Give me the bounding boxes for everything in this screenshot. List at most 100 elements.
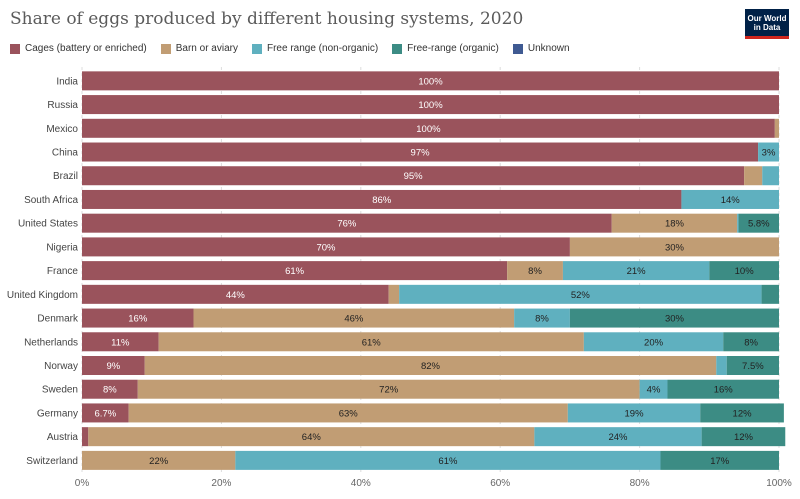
bar-segment (82, 189, 682, 209)
category-label: Sweden (42, 385, 78, 396)
legend-swatch-cages (10, 43, 20, 54)
bar-segment (761, 284, 779, 304)
legend-label-free-range: Free range (non-organic) (266, 43, 379, 54)
bar-segment (388, 284, 400, 304)
bar-segment (235, 450, 661, 470)
data-label: 100% (418, 100, 443, 111)
bar-segment (567, 403, 701, 423)
data-label: 64% (302, 432, 322, 443)
bar-segment (82, 308, 194, 328)
logo-line-2: in Data (753, 22, 781, 32)
data-label: 16% (714, 385, 734, 396)
bar-segment (514, 308, 570, 328)
data-label: 11% (111, 337, 130, 348)
legend-item-cages[interactable]: Cages (battery or enriched) (10, 43, 147, 54)
data-label: 5.8% (748, 219, 770, 230)
category-label: China (52, 148, 79, 159)
legend-swatch-barn (160, 43, 171, 54)
x-tick-label: 80% (630, 478, 650, 489)
data-label: 22% (149, 456, 169, 467)
data-label: 95% (404, 171, 424, 182)
category-label: Denmark (37, 314, 79, 325)
legend-item-organic[interactable]: Free-range (organic) (392, 43, 499, 54)
data-label: 18% (665, 219, 685, 230)
bar-segment (82, 71, 779, 91)
data-label: 72% (379, 385, 399, 396)
data-label: 3% (762, 148, 776, 159)
bar-segment (639, 379, 668, 399)
legend-swatch-unknown (512, 43, 523, 54)
data-label: 61% (285, 266, 305, 277)
legend-item-unknown[interactable]: Unknown (512, 43, 570, 54)
legend-label-cages: Cages (battery or enriched) (25, 43, 147, 54)
x-tick-label: 60% (490, 478, 510, 489)
bar-segment (82, 379, 138, 399)
category-label: Nigeria (46, 242, 78, 253)
data-label: 100% (418, 76, 443, 87)
bar-segment (667, 379, 779, 399)
bar-segment (507, 261, 563, 281)
bar-segment (738, 213, 779, 233)
bar-segment (137, 379, 640, 399)
bar-segment (82, 427, 89, 447)
category-label: Russia (47, 100, 78, 111)
legend-label-barn: Barn or aviary (175, 43, 238, 54)
data-label: 7.5% (742, 361, 764, 372)
data-label: 30% (665, 242, 685, 253)
logo-line-1: Our World (747, 13, 787, 23)
x-tick-label: 100% (766, 478, 792, 489)
category-label: India (56, 76, 78, 87)
x-tick-label: 0% (75, 478, 90, 489)
category-label: South Africa (24, 195, 78, 206)
owid-logo[interactable]: Our World in Data (745, 9, 789, 39)
bar-segment (709, 261, 779, 281)
bar-segment (716, 356, 727, 375)
chart-title: Share of eggs produced by different hous… (10, 9, 524, 29)
bar-segment (774, 118, 779, 138)
bar-segment (82, 261, 508, 281)
data-label: 17% (710, 456, 730, 467)
bar-segment (88, 427, 535, 447)
bar-segment (701, 427, 786, 447)
legend-item-barn[interactable]: Barn or aviary (160, 43, 238, 54)
bar-segment (744, 166, 763, 186)
data-label: 97% (411, 148, 431, 159)
category-label: Brazil (53, 171, 78, 182)
bar-segment (82, 284, 389, 304)
legend-item-free-range[interactable]: Free range (non-organic) (251, 43, 379, 54)
data-label: 6.7% (95, 408, 117, 419)
bar-segment (82, 142, 759, 162)
bar-segment (569, 308, 779, 328)
data-label: 61% (362, 337, 382, 348)
data-label: 12% (734, 432, 754, 443)
data-label: 52% (571, 290, 591, 301)
category-label: United States (18, 219, 78, 230)
data-label: 14% (721, 195, 741, 206)
data-label: 61% (438, 456, 458, 467)
data-label: 82% (421, 361, 441, 372)
data-label: 16% (128, 314, 148, 325)
bar-segment (128, 403, 568, 423)
category-label: Norway (44, 361, 78, 372)
category-label: Germany (37, 408, 78, 419)
data-label: 8% (744, 337, 758, 348)
data-label: 24% (608, 432, 628, 443)
bar-segment (399, 284, 762, 304)
bar-segment (726, 356, 779, 375)
bar-segment (82, 332, 159, 352)
bar-segment (82, 166, 745, 186)
bar-segment (534, 427, 702, 447)
bar-segment (583, 332, 724, 352)
bar-segment (82, 403, 129, 423)
data-label: 44% (226, 290, 246, 301)
data-label: 70% (316, 242, 336, 253)
x-tick-label: 20% (211, 478, 231, 489)
legend: Cages (battery or enriched) Barn or avia… (10, 43, 570, 54)
data-label: 8% (535, 314, 549, 325)
category-label: Switzerland (26, 456, 78, 467)
category-label: Netherlands (24, 337, 78, 348)
data-label: 8% (103, 385, 117, 396)
bar-segment (737, 213, 739, 233)
data-label: 76% (337, 219, 357, 230)
